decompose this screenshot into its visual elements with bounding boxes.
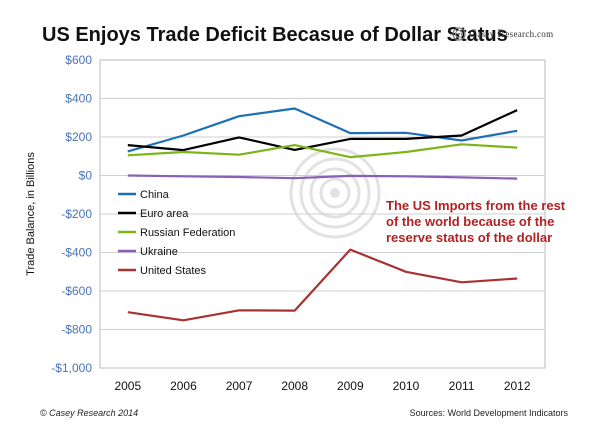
x-tick-label: 2010 xyxy=(393,379,420,393)
series-line-ukraine xyxy=(127,174,518,180)
legend-label: Russian Federation xyxy=(140,227,235,239)
casey-research-logo: Casey Research.com xyxy=(452,26,553,41)
annotation-text: The US Imports from the rest xyxy=(386,198,566,213)
y-tick-label: -$400 xyxy=(61,246,92,260)
source-text: Sources: World Development Indicators xyxy=(409,408,568,418)
x-tick-label: 2009 xyxy=(337,379,364,393)
legend-label: Euro area xyxy=(140,208,189,220)
y-tick-label: $0 xyxy=(79,169,93,183)
y-tick-label: -$200 xyxy=(61,207,92,221)
logo-swirl-icon xyxy=(452,26,466,41)
chart-title: US Enjoys Trade Deficit Becasue of Dolla… xyxy=(42,24,508,46)
legend-label: Ukraine xyxy=(140,246,178,258)
annotation-text: reserve status of the dollar xyxy=(386,230,552,245)
legend-label: United States xyxy=(140,265,207,277)
watermark-ring xyxy=(309,167,361,219)
series-line-russian-federation xyxy=(127,143,518,159)
x-tick-label: 2007 xyxy=(226,379,253,393)
logo-text: Casey Research.com xyxy=(469,26,554,40)
x-tick-label: 2008 xyxy=(281,379,308,393)
legend-label: China xyxy=(140,189,170,201)
y-tick-label: -$600 xyxy=(61,284,92,298)
watermark-center xyxy=(330,188,340,198)
watermark-ring xyxy=(299,157,371,229)
x-tick-label: 2012 xyxy=(504,379,531,393)
watermark-ring xyxy=(319,177,351,209)
x-tick-label: 2006 xyxy=(170,379,197,393)
y-tick-label: $200 xyxy=(65,130,92,144)
x-tick-label: 2011 xyxy=(449,379,475,393)
y-axis-label: Trade Balance, in Billions xyxy=(25,152,37,276)
copyright-text: © Casey Research 2014 xyxy=(40,408,139,418)
watermark-ring xyxy=(289,147,381,239)
series-line-china xyxy=(127,107,518,153)
y-tick-label: -$800 xyxy=(61,323,92,337)
series-line-united-states xyxy=(127,248,518,322)
annotation-text: of the world because of the xyxy=(386,214,554,229)
series-line-euro-area xyxy=(127,109,518,152)
x-tick-label: 2005 xyxy=(114,379,141,393)
watermark-icon xyxy=(289,147,381,239)
y-tick-label: $600 xyxy=(65,53,92,67)
y-tick-label: $400 xyxy=(65,92,92,106)
y-tick-label: -$1,000 xyxy=(51,361,92,375)
